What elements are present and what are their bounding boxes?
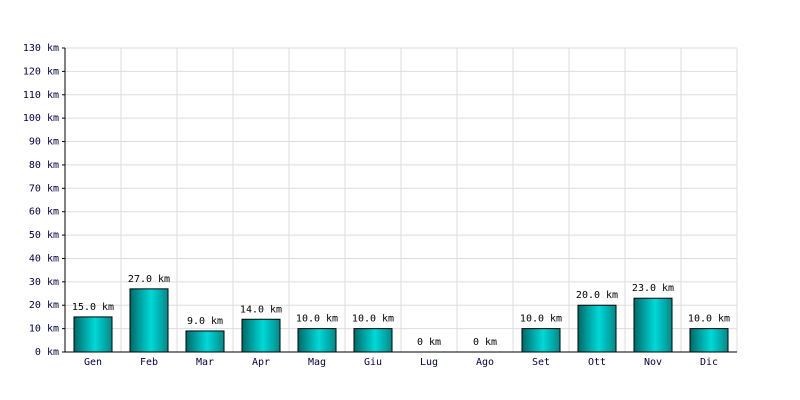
y-tick-label: 90 km bbox=[29, 137, 59, 148]
bar bbox=[297, 328, 337, 353]
y-tick-label: 0 km bbox=[35, 347, 59, 358]
y-tick-label: 60 km bbox=[29, 207, 59, 218]
x-tick-label: Set bbox=[532, 357, 550, 368]
x-tick-label: Giu bbox=[364, 357, 382, 368]
y-tick-label: 120 km bbox=[23, 66, 59, 77]
x-tick-label: Mar bbox=[196, 357, 214, 368]
x-tick-label: Ago bbox=[476, 357, 494, 368]
bar bbox=[185, 330, 225, 353]
value-label: 9.0 km bbox=[187, 316, 223, 327]
value-label: 10.0 km bbox=[296, 314, 338, 325]
value-label: 14.0 km bbox=[240, 304, 282, 315]
bar bbox=[353, 328, 393, 353]
x-tick-label: Mag bbox=[308, 357, 326, 368]
y-tick-label: 10 km bbox=[29, 324, 59, 335]
bar bbox=[689, 328, 729, 353]
value-label: 27.0 km bbox=[128, 274, 170, 285]
bar bbox=[129, 288, 169, 353]
x-tick-label: Ott bbox=[588, 357, 606, 368]
y-tick-label: 80 km bbox=[29, 160, 59, 171]
x-tick-label: Feb bbox=[140, 357, 158, 368]
x-tick-label: Nov bbox=[644, 357, 662, 368]
x-tick-label: Lug bbox=[420, 357, 438, 368]
value-label: 10.0 km bbox=[520, 314, 562, 325]
bar bbox=[577, 304, 617, 353]
bar bbox=[73, 316, 113, 353]
bar bbox=[241, 318, 281, 353]
value-label: 0 km bbox=[417, 337, 441, 348]
y-tick-label: 40 km bbox=[29, 253, 59, 264]
value-label: 10.0 km bbox=[688, 314, 730, 325]
value-label: 23.0 km bbox=[632, 283, 674, 294]
value-label: 10.0 km bbox=[352, 314, 394, 325]
y-tick-label: 100 km bbox=[23, 113, 59, 124]
x-tick-label: Apr bbox=[252, 357, 270, 368]
y-tick-label: 50 km bbox=[29, 230, 59, 241]
y-tick-label: 130 km bbox=[23, 43, 59, 54]
value-label: 0 km bbox=[473, 337, 497, 348]
x-tick-label: Gen bbox=[84, 357, 102, 368]
value-label: 20.0 km bbox=[576, 290, 618, 301]
value-label: 15.0 km bbox=[72, 302, 114, 313]
bar bbox=[521, 328, 561, 353]
y-tick-label: 30 km bbox=[29, 277, 59, 288]
y-tick-label: 110 km bbox=[23, 90, 59, 101]
x-tick-label: Dic bbox=[700, 357, 718, 368]
y-tick-label: 20 km bbox=[29, 300, 59, 311]
y-tick-label: 70 km bbox=[29, 183, 59, 194]
bar bbox=[633, 297, 673, 353]
